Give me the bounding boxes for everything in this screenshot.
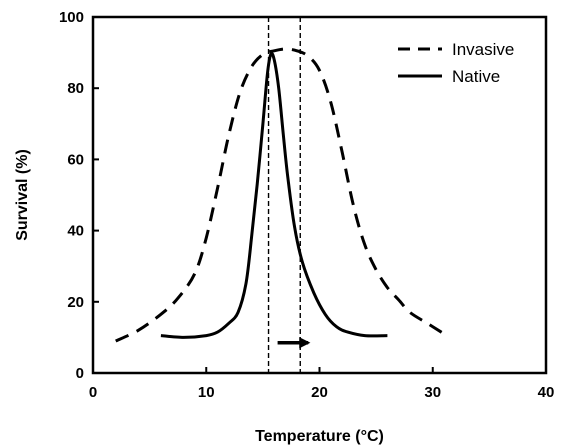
x-tick-label: 40 [538, 384, 555, 401]
x-tick-label: 10 [198, 384, 215, 401]
x-tick-label: 0 [89, 384, 97, 401]
legend-label-invasive: Invasive [452, 40, 514, 59]
y-tick-label: 80 [67, 80, 84, 97]
legend-label-native: Native [452, 67, 500, 86]
x-tick-label: 30 [424, 384, 441, 401]
series-native-line [160, 51, 388, 339]
x-axis-title: Temperature (°C) [255, 428, 384, 445]
y-tick-label: 40 [67, 223, 84, 240]
y-tick-label: 60 [67, 151, 84, 168]
y-tick-label: 100 [59, 9, 84, 26]
plot-area: 0 20 40 60 80 100 0 10 20 30 40 [59, 9, 554, 401]
legend: Invasive Native [398, 40, 514, 86]
y-tick-label: 20 [67, 294, 84, 311]
series-invasive-line [115, 47, 445, 343]
y-axis-title: Survival (%) [14, 149, 31, 241]
x-tick-label: 20 [311, 384, 328, 401]
y-tick-label: 0 [76, 365, 84, 382]
